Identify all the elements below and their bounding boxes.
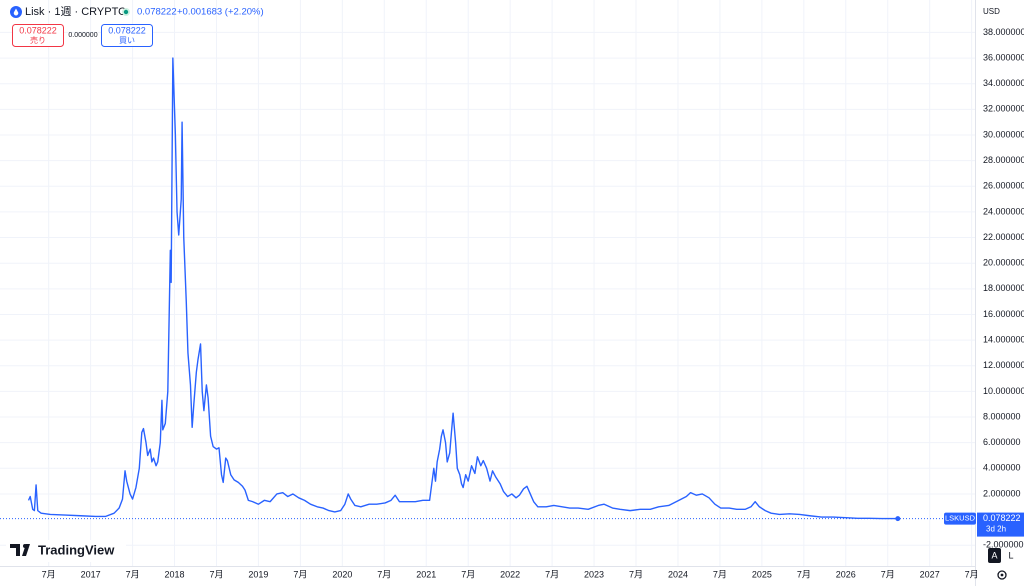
log-scale-label[interactable]: L: [1008, 550, 1013, 560]
symbol-icon-drop: [13, 8, 19, 16]
price-tag-label: 0.078222: [983, 513, 1021, 523]
y-tick-label: 28.000000: [983, 155, 1024, 165]
x-tick-label: 2023: [584, 569, 604, 579]
symbol-title[interactable]: Lisk · 1週 · CRYPTO: [25, 5, 127, 18]
x-tick-label: 7月: [209, 569, 223, 579]
y-tick-label: 38.000000: [983, 27, 1024, 37]
y-tick-label: 8.000000: [983, 411, 1021, 421]
x-tick-label: 7月: [881, 569, 895, 579]
x-tick-label: 7月: [629, 569, 643, 579]
y-tick-label: 34.000000: [983, 78, 1024, 88]
last-price-dot: [895, 516, 901, 522]
grid: [0, 0, 975, 566]
x-tick-label: 2017: [81, 569, 101, 579]
y-tick-label: 30.000000: [983, 129, 1024, 139]
x-tick-label: 7月: [713, 569, 727, 579]
buy-price: 0.078222: [108, 25, 146, 35]
x-tick-label: 2019: [248, 569, 268, 579]
y-tick-label: 14.000000: [983, 334, 1024, 344]
y-tick-label: 16.000000: [983, 309, 1024, 319]
x-tick-label: 7月: [797, 569, 811, 579]
status-dot: [123, 9, 129, 15]
x-tick-label: 2018: [165, 569, 185, 579]
y-tick-label: 36.000000: [983, 52, 1024, 62]
logo-bg: [6, 540, 126, 562]
sell-label: 売り: [30, 35, 46, 45]
spread: 0.000000: [68, 32, 97, 39]
x-tick-label: 2021: [416, 569, 436, 579]
x-tick-label: 2020: [332, 569, 352, 579]
countdown-label: 3d 2h: [986, 525, 1006, 534]
symbol-tag: [944, 512, 976, 525]
settings-icon[interactable]: [997, 570, 1007, 580]
auto-scale-button[interactable]: [988, 548, 1001, 563]
x-tick-label: 2024: [668, 569, 688, 579]
y-tick-label: 26.000000: [983, 181, 1024, 191]
y-tick-label: 10.000000: [983, 386, 1024, 396]
auto-scale-label: A: [991, 550, 997, 560]
currency-bg: [977, 2, 1024, 22]
symbol-tag-label: LSKUSD: [945, 514, 976, 523]
y-tick-label: 4.000000: [983, 463, 1021, 473]
sell-button[interactable]: [12, 24, 64, 47]
price-tag: [977, 512, 1024, 537]
x-tick-label: 2022: [500, 569, 520, 579]
settings-icon-center: [1000, 573, 1004, 577]
plot: [0, 57, 975, 522]
x-tick-label: 2026: [836, 569, 856, 579]
y-tick-label: 6.000000: [983, 437, 1021, 447]
x-tick-label: 7月: [126, 569, 140, 579]
x-tick-label: 2027: [920, 569, 940, 579]
x-tick-label: 7月: [545, 569, 559, 579]
y-tick-label: -2.000000: [983, 540, 1024, 550]
buy-button[interactable]: [101, 24, 153, 47]
header-change: +0.001683 (+2.20%): [177, 7, 264, 18]
logo-text[interactable]: TradingView: [38, 542, 115, 557]
y-tick-label: 2.000000: [983, 488, 1021, 498]
logo-icon-dot: [23, 544, 27, 548]
x-tick-label: 2025: [752, 569, 772, 579]
x-tick-label: 7月: [965, 569, 979, 579]
x-tick-label: 7月: [377, 569, 391, 579]
y-tick-label: 22.000000: [983, 232, 1024, 242]
price-line-series: [27, 57, 898, 520]
buy-label: 買い: [119, 36, 135, 45]
y-tick-label: 24.000000: [983, 206, 1024, 216]
y-tick-label: 32.000000: [983, 104, 1024, 114]
x-tick-label: 7月: [42, 569, 56, 579]
currency[interactable]: USD: [983, 7, 1000, 16]
x-tick-label: 7月: [461, 569, 475, 579]
x-tick-label: 7月: [293, 569, 307, 579]
axes: -2.000000 2.000000 4.000000 6.000000 8.00000…: [42, 27, 1024, 579]
y-tick-label: 18.000000: [983, 283, 1024, 293]
y-tick-label: 12.000000: [983, 360, 1024, 370]
y-tick-label: 20.000000: [983, 258, 1024, 268]
sell-price: 0.078222: [19, 25, 57, 35]
header-price: 0.078222: [137, 7, 177, 18]
